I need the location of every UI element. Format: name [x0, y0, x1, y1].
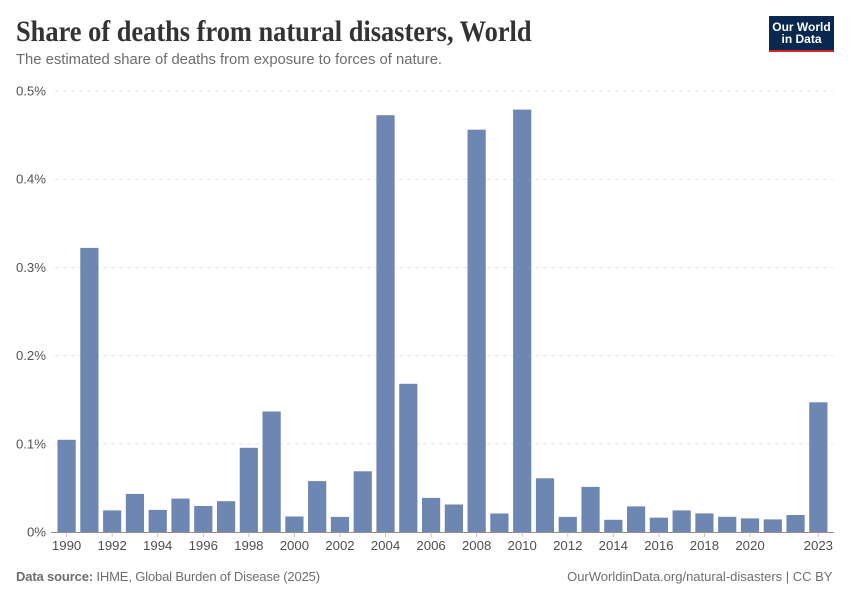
svg-text:2008: 2008 [462, 538, 491, 553]
svg-text:2002: 2002 [325, 538, 354, 553]
svg-text:0.4%: 0.4% [16, 172, 46, 187]
svg-text:2006: 2006 [416, 538, 445, 553]
svg-text:1996: 1996 [189, 538, 218, 553]
svg-text:0%: 0% [27, 525, 46, 540]
svg-text:2016: 2016 [644, 538, 673, 553]
svg-text:0.5%: 0.5% [16, 84, 46, 99]
svg-text:1994: 1994 [143, 538, 172, 553]
svg-text:2014: 2014 [599, 538, 628, 553]
svg-text:2023: 2023 [804, 538, 833, 553]
svg-text:2000: 2000 [280, 538, 309, 553]
svg-text:2004: 2004 [371, 538, 400, 553]
svg-text:0.1%: 0.1% [16, 436, 46, 451]
svg-text:1990: 1990 [52, 538, 81, 553]
svg-text:2020: 2020 [735, 538, 764, 553]
svg-text:2018: 2018 [690, 538, 719, 553]
svg-text:2010: 2010 [508, 538, 537, 553]
svg-text:0.3%: 0.3% [16, 260, 46, 275]
svg-text:1992: 1992 [97, 538, 126, 553]
svg-text:0.2%: 0.2% [16, 348, 46, 363]
svg-text:2012: 2012 [553, 538, 582, 553]
svg-text:1998: 1998 [234, 538, 263, 553]
